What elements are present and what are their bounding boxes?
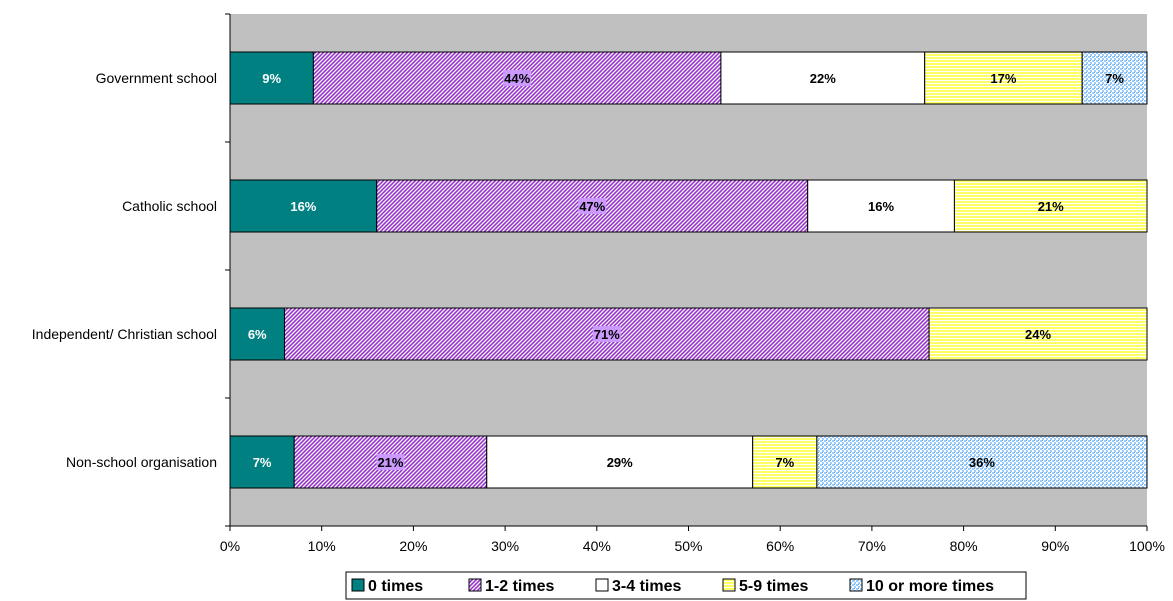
data-label: 7% xyxy=(775,455,794,470)
category-label: Government school xyxy=(96,70,217,86)
data-label: 22% xyxy=(810,71,836,86)
x-tick-label: 100% xyxy=(1129,538,1165,554)
bar-segment xyxy=(752,435,818,489)
x-tick-label: 40% xyxy=(583,538,611,554)
x-axis-ticks: 0% 10% 20% 30% 40% 50% 60% 70% 80% 90% 100% xyxy=(220,526,1165,554)
x-tick-label: 20% xyxy=(399,538,427,554)
bar-segment xyxy=(953,179,1148,233)
bar-segment xyxy=(486,435,754,489)
legend-swatch xyxy=(351,578,365,592)
bar-segment xyxy=(924,51,1083,105)
bar-segment xyxy=(807,179,955,233)
legend: 0 times 1-2 times 3-4 times 5-9 times 10 or … xyxy=(345,571,1027,600)
data-label: 29% xyxy=(607,455,633,470)
data-label: 17% xyxy=(990,71,1016,86)
legend-swatch xyxy=(849,578,863,592)
legend-label: 10 or more times xyxy=(866,578,994,595)
data-label-background xyxy=(578,198,607,214)
legend-swatch xyxy=(468,578,482,592)
bar-segment xyxy=(229,435,295,489)
data-label: 7% xyxy=(253,455,272,470)
data-label: 21% xyxy=(1038,199,1064,214)
bar-segment xyxy=(1081,51,1148,105)
x-tick-label: 10% xyxy=(308,538,336,554)
data-label: 7% xyxy=(1105,71,1124,86)
category-label: Independent/ Christian school xyxy=(32,326,217,342)
legend-label: 3-4 times xyxy=(612,578,681,595)
x-tick-label: 60% xyxy=(766,538,794,554)
legend-items: 0 times 1-2 times 3-4 times 5-9 times 10 or … xyxy=(351,578,994,595)
x-tick-label: 0% xyxy=(220,538,240,554)
legend-label: 1-2 times xyxy=(485,578,554,595)
x-tick-label: 50% xyxy=(674,538,702,554)
data-label-background xyxy=(592,326,621,342)
data-label: 16% xyxy=(290,199,316,214)
bar-segment xyxy=(928,307,1148,361)
x-tick-label: 80% xyxy=(950,538,978,554)
legend-swatch xyxy=(722,578,736,592)
bar-segment xyxy=(720,51,926,105)
data-label: 21% xyxy=(377,455,403,470)
category-label: Non-school organisation xyxy=(66,454,217,470)
data-label: 9% xyxy=(262,71,281,86)
legend-swatch xyxy=(595,578,609,592)
category-labels: Government school Catholic school Independ… xyxy=(32,70,217,470)
data-label-background xyxy=(376,454,405,470)
data-label: 24% xyxy=(1025,327,1051,342)
category-label: Catholic school xyxy=(122,198,217,214)
bar-segment xyxy=(229,51,314,105)
legend-label: 0 times xyxy=(368,578,423,595)
x-tick-label: 30% xyxy=(491,538,519,554)
data-label-background xyxy=(503,70,532,86)
data-label: 36% xyxy=(969,455,995,470)
legend-label: 5-9 times xyxy=(739,578,808,595)
legend-box xyxy=(345,571,1027,600)
data-label: 44% xyxy=(504,71,530,86)
data-label: 6% xyxy=(248,327,267,342)
data-label: 16% xyxy=(868,199,894,214)
data-labels-layer: 9% 44% 22% 17% 7% 16% 47% 16% 21% 6% 71% 24% 7% 21% 29… xyxy=(248,70,1124,470)
data-label: 71% xyxy=(594,327,620,342)
y-axis-ticks xyxy=(225,13,230,527)
data-label: 47% xyxy=(579,199,605,214)
bar-segment xyxy=(229,179,378,233)
bar-segment xyxy=(816,435,1148,489)
x-tick-label: 70% xyxy=(858,538,886,554)
x-tick-label: 90% xyxy=(1041,538,1069,554)
